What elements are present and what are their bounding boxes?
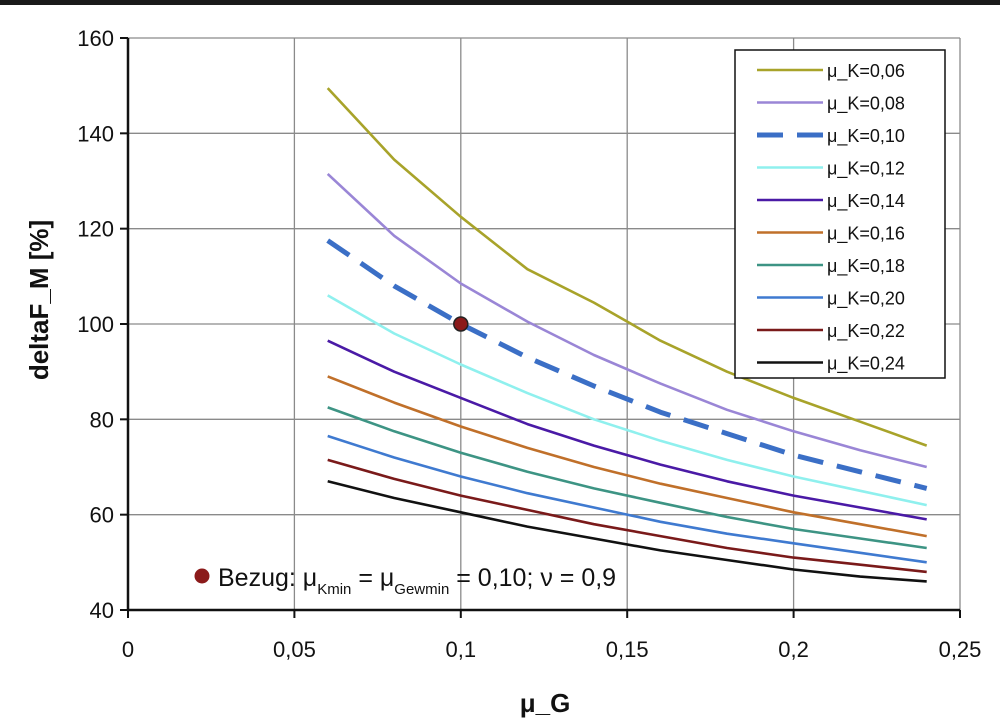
reference-point	[453, 316, 469, 332]
series-line	[327, 480, 927, 583]
y-tick-label: 60	[90, 503, 114, 528]
reference-annotation: Bezug: μKmin = μGewmin = 0,10; ν = 0,9	[194, 564, 616, 598]
series-line	[326, 238, 928, 491]
series-line	[327, 406, 927, 550]
annotation-sub-kmin: Kmin	[317, 581, 351, 598]
legend-label: μ_K=0,24	[827, 354, 905, 375]
top-border	[0, 0, 1000, 5]
y-axis-title: deltaF_M [%]	[24, 220, 54, 380]
x-tick-label: 0,2	[778, 637, 809, 662]
annotation-prefix: Bezug: μ	[218, 564, 317, 592]
x-tick-label: 0	[122, 637, 134, 662]
series-line	[326, 87, 928, 447]
axes	[120, 37, 961, 618]
y-tick-label: 120	[77, 217, 114, 242]
series-line	[327, 434, 927, 564]
legend-label: μ_K=0,18	[827, 256, 905, 277]
annotation-mid: = μ	[351, 564, 394, 592]
annotation-text: Bezug: μKmin = μGewmin = 0,10; ν = 0,9	[218, 564, 616, 598]
reference-point-group	[453, 316, 469, 332]
x-axis-title: μ_G	[520, 688, 571, 718]
y-tick-label: 40	[90, 598, 114, 623]
x-tick-label: 0,25	[939, 637, 982, 662]
legend-label: μ_K=0,20	[827, 289, 905, 310]
y-tick-label: 80	[90, 407, 114, 432]
x-tick-label: 0,15	[606, 637, 649, 662]
y-tick-label: 100	[77, 312, 114, 337]
x-tick-label: 0,1	[446, 637, 477, 662]
annotation-suffix: = 0,10; ν = 0,9	[449, 564, 616, 592]
series-line	[326, 172, 928, 469]
legend-label: μ_K=0,08	[827, 94, 905, 115]
x-tick-label: 0,05	[273, 637, 316, 662]
series-line	[327, 458, 927, 574]
annotation-marker	[194, 568, 210, 584]
legend-box	[734, 49, 946, 379]
y-tick-label: 160	[77, 26, 114, 51]
legend-label: μ_K=0,22	[827, 321, 905, 342]
legend-label: μ_K=0,10	[827, 126, 905, 147]
legend-label: μ_K=0,12	[827, 159, 905, 180]
annotation-sub-gewmin: Gewmin	[394, 581, 449, 598]
series-line	[327, 375, 927, 538]
legend-label: μ_K=0,14	[827, 191, 905, 212]
y-tick-label: 140	[77, 121, 114, 146]
legend-label: μ_K=0,06	[827, 61, 905, 82]
legend-label: μ_K=0,16	[827, 224, 905, 245]
legend: μ_K=0,06 μ_K=0,08 μ_K=0,10 μ_K=0,12 μ_K=0,14…	[734, 49, 946, 379]
y-tick-labels: 40 60 80 100 120 140 160	[77, 26, 114, 623]
series-line	[327, 294, 927, 507]
series-line	[327, 339, 927, 521]
x-tick-labels: 0 0,05 0,1 0,15 0,2 0,25	[122, 637, 982, 662]
series-lines	[326, 87, 928, 583]
